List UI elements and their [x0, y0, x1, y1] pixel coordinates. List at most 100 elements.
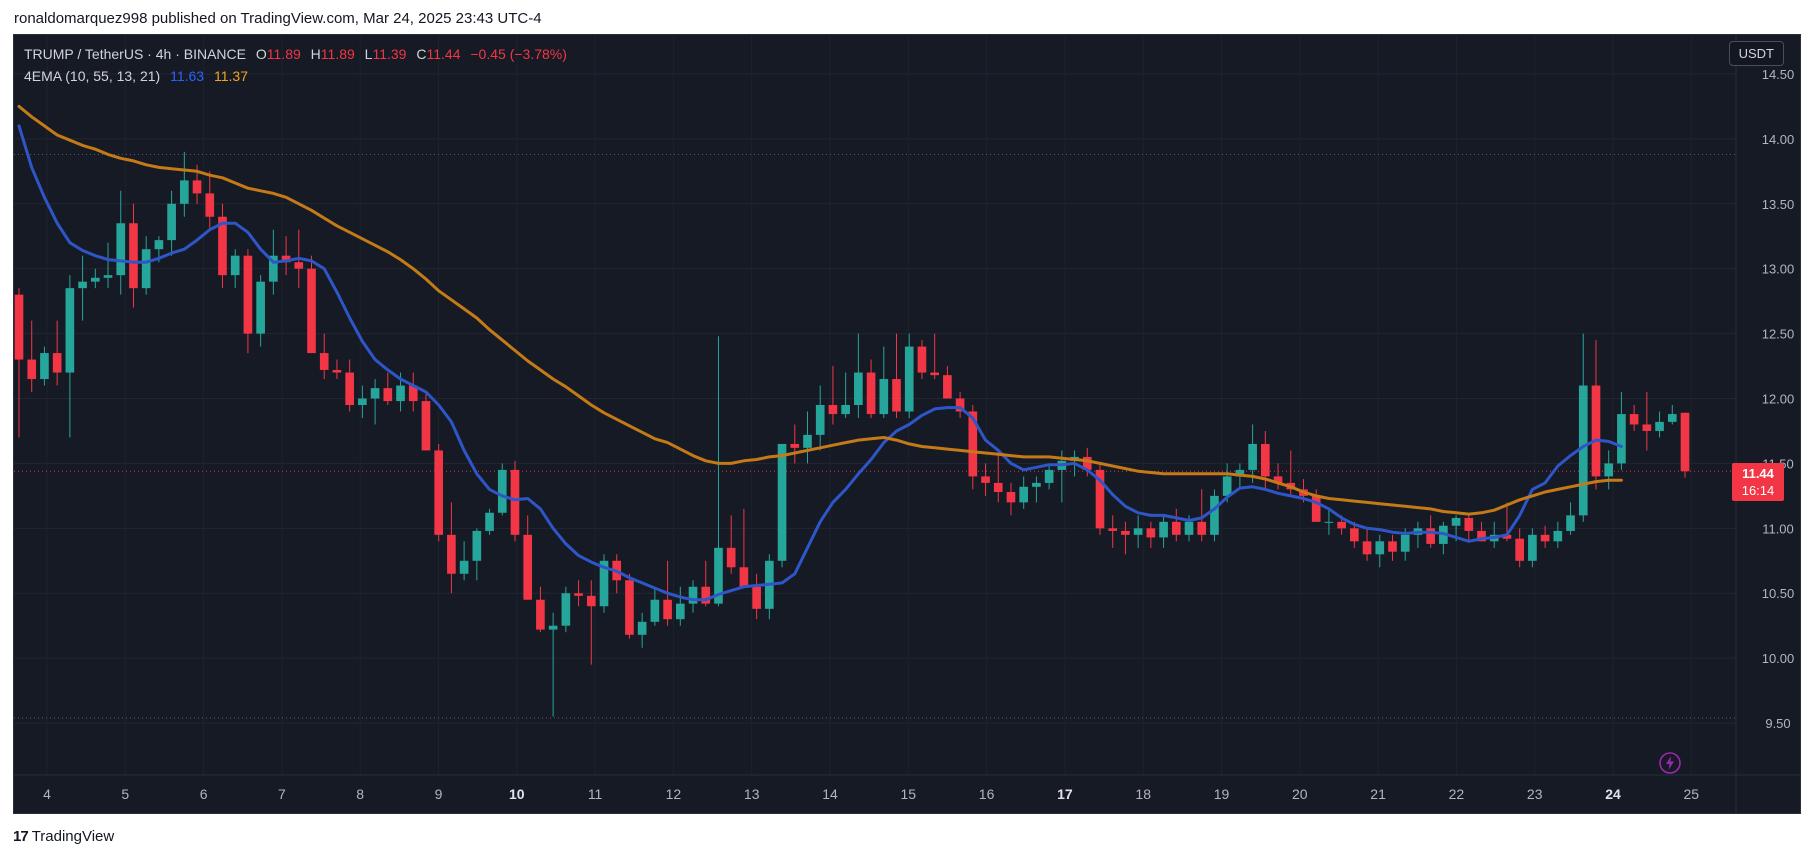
x-tick-label: 23 — [1527, 786, 1543, 802]
candle-body — [1680, 412, 1690, 472]
candle-body — [955, 398, 965, 412]
tradingview-footer[interactable]: 17 TradingView — [13, 828, 114, 845]
y-tick-label: 13.00 — [1762, 262, 1795, 277]
currency-button[interactable]: USDT — [1728, 41, 1784, 66]
candle-body — [1337, 521, 1346, 529]
candle-body — [917, 346, 927, 373]
published-line: ronaldomarquez998 published on TradingVi… — [14, 10, 542, 27]
candle-body — [675, 603, 685, 620]
candle-body — [1044, 469, 1054, 483]
candle-body — [1642, 424, 1652, 431]
symbol-label[interactable]: TRUMP / TetherUS · 4h · BINANCE — [24, 46, 246, 62]
candle-body — [1235, 469, 1245, 477]
candle-body — [1578, 385, 1588, 516]
candle-body — [1566, 515, 1575, 531]
candle-body — [447, 534, 456, 574]
x-tick-label: 22 — [1449, 786, 1465, 802]
low-label: L — [364, 46, 373, 62]
candle-body — [930, 372, 939, 376]
x-tick-label: 6 — [200, 786, 208, 802]
candle-body — [1260, 443, 1270, 477]
candle-body — [243, 255, 253, 334]
candle-body — [154, 240, 164, 250]
candle-body — [1248, 443, 1257, 470]
candle-body — [981, 476, 990, 483]
open-value: 11.89 — [266, 46, 301, 62]
candle-body — [141, 249, 151, 289]
candle-body — [1667, 414, 1677, 422]
x-tick-label: 14 — [822, 786, 838, 802]
candle-body — [777, 443, 787, 561]
tradingview-brand: TradingView — [31, 828, 115, 845]
x-tick-label: 4 — [43, 786, 51, 802]
candle-body — [497, 469, 507, 513]
close-label: C — [416, 46, 427, 62]
candle-body — [281, 255, 291, 263]
candle-body — [1375, 541, 1385, 555]
candle-body — [116, 223, 126, 276]
candle-body — [841, 405, 850, 415]
indicator-name[interactable]: 4EMA (10, 55, 13, 21) — [24, 68, 161, 84]
tradingview-logo-icon: 17 — [13, 828, 29, 845]
open-label: O — [255, 46, 267, 62]
candle-body — [650, 599, 660, 622]
candle-body — [1082, 456, 1092, 470]
x-tick-label: 7 — [278, 786, 286, 802]
candle-body — [993, 482, 1003, 492]
candle-body — [1121, 530, 1130, 535]
x-tick-label: 16 — [979, 786, 995, 802]
candle-body — [1464, 517, 1474, 531]
y-tick-label: 9.50 — [1765, 716, 1790, 731]
x-tick-label: 10 — [509, 786, 525, 802]
candle-body — [205, 193, 215, 217]
candle-body — [256, 281, 265, 334]
x-tick-label: 11 — [588, 786, 603, 802]
candle-body — [370, 388, 380, 399]
x-tick-label: 8 — [356, 786, 364, 802]
candle-body — [752, 586, 761, 609]
candle-body — [1324, 521, 1334, 523]
candle-body — [218, 216, 227, 276]
candle-body — [332, 369, 342, 373]
candle-body — [510, 469, 520, 535]
candle-body — [358, 398, 367, 405]
chart-legend: TRUMP / TetherUS · 4h · BINANCE O11.89 H… — [24, 43, 567, 87]
candle-body — [129, 223, 138, 289]
candlestick-chart[interactable]: 9.5010.0010.5011.0011.5012.0012.5013.001… — [14, 35, 1800, 813]
candle-body — [879, 379, 889, 415]
candle-body — [383, 388, 393, 402]
y-tick-label: 10.50 — [1762, 586, 1795, 601]
candle-body — [1108, 528, 1118, 531]
x-tick-label: 25 — [1684, 786, 1700, 802]
candle-body — [625, 580, 634, 635]
candle-body — [1032, 482, 1041, 487]
ema-slow-line — [17, 104, 1623, 516]
candle-body — [739, 567, 749, 587]
y-tick-label: 14.00 — [1762, 132, 1795, 147]
candle-body — [1133, 528, 1143, 535]
candle-body — [1197, 521, 1207, 535]
y-tick-label: 14.50 — [1762, 67, 1795, 82]
indicator-row[interactable]: 4EMA (10, 55, 13, 21) 11.63 11.37 — [24, 65, 567, 87]
candle-body — [1019, 486, 1029, 503]
low-value: 11.39 — [372, 46, 407, 62]
candle-body — [968, 411, 978, 477]
candle-body — [472, 530, 482, 561]
lightning-icon[interactable] — [1658, 751, 1682, 775]
candle-body — [90, 277, 100, 282]
candle-body — [167, 203, 176, 241]
candle-body — [319, 353, 329, 370]
candle-body — [815, 405, 825, 435]
chart-panel[interactable]: 9.5010.0010.5011.0011.5012.0012.5013.001… — [13, 34, 1801, 814]
candle-body — [803, 434, 812, 448]
candle-body — [65, 288, 75, 373]
candle-body — [396, 385, 405, 402]
candle-body — [180, 180, 189, 204]
x-tick-label: 24 — [1605, 786, 1621, 802]
candle-body — [523, 534, 533, 600]
candle-body — [892, 379, 901, 412]
candle-body — [1388, 541, 1397, 552]
ema-fast-value: 11.63 — [170, 68, 205, 84]
candle-body — [1311, 495, 1321, 522]
candle-body — [586, 595, 596, 607]
